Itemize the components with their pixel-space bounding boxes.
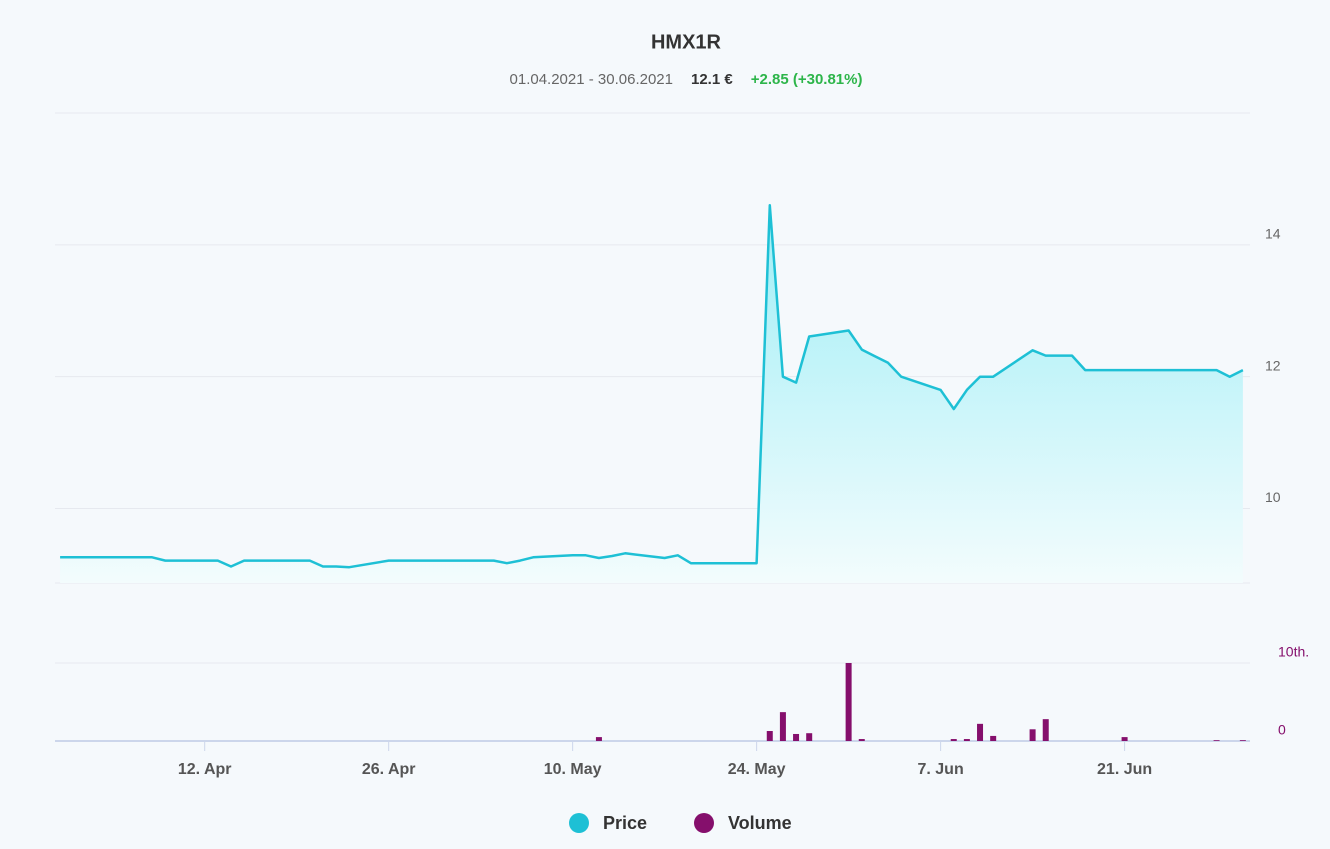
x-tick-label: 12. Apr <box>178 761 232 778</box>
date-range: 01.04.2021 - 30.06.2021 <box>510 71 673 88</box>
volume-bar <box>793 733 800 741</box>
volume-bar <box>1029 729 1036 741</box>
chart-title: HMX1R <box>651 31 722 53</box>
x-tick-label: 21. Jun <box>1097 761 1152 778</box>
volume-bar <box>990 735 997 741</box>
legend-label: Price <box>603 813 647 833</box>
y-tick-label: 10th. <box>1278 644 1309 660</box>
y-tick-label: 10 <box>1265 489 1281 505</box>
x-tick-label: 26. Apr <box>362 761 416 778</box>
legend-item: Price <box>569 813 647 833</box>
last-price: 12.1 € <box>691 71 733 88</box>
legend-symbol <box>569 813 589 833</box>
price-area <box>60 205 1243 584</box>
x-tick-label: 10. May <box>544 761 602 778</box>
volume-bar <box>806 733 813 741</box>
y-tick-label: 14 <box>1265 226 1281 242</box>
volume-bar <box>977 723 984 741</box>
volume-bar <box>1213 740 1220 741</box>
volume-bar <box>595 737 602 741</box>
volume-bar <box>858 739 865 741</box>
chart-subtitle: 01.04.2021 - 30.06.2021 12.1 € +2.85 (+30.… <box>510 71 863 88</box>
x-tick-label: 24. May <box>728 761 786 778</box>
price-line <box>60 204 1244 569</box>
legend-symbol <box>694 813 714 833</box>
volume-bar <box>779 712 786 741</box>
volume-bar <box>845 663 852 741</box>
volume-bar <box>963 739 970 741</box>
volume-bar <box>1042 719 1049 741</box>
y-tick-label: 12 <box>1265 357 1281 373</box>
volume-bar <box>1121 737 1128 741</box>
legend-item: Volume <box>694 813 792 833</box>
y-tick-label: 0 <box>1278 722 1286 738</box>
volume-bar <box>950 739 957 741</box>
legend-label: Volume <box>728 813 792 833</box>
x-tick-label: 7. Jun <box>917 761 963 778</box>
volume-bar <box>1239 740 1246 741</box>
volume-bar <box>766 731 773 741</box>
price-change: +2.85 (+30.81%) <box>751 71 863 88</box>
